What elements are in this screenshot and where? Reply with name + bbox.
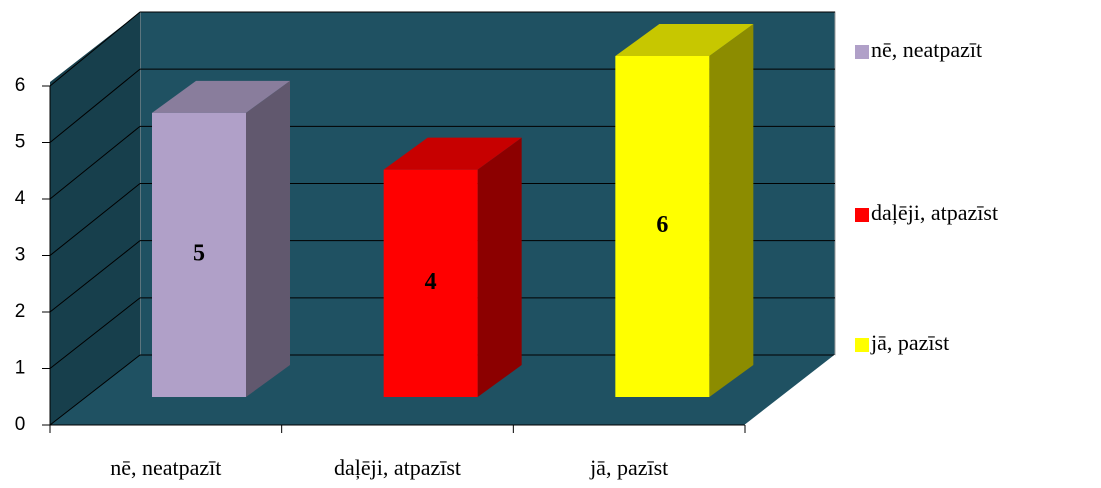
floor-edge — [744, 354, 836, 426]
bar-side — [709, 24, 754, 397]
grid-line — [49, 354, 141, 426]
x-tick-label: jā, pazīst — [589, 455, 668, 480]
legend-label: jā, pazīst — [870, 330, 949, 355]
grid-line — [49, 297, 141, 369]
grid-line — [49, 68, 141, 143]
bar-top — [383, 137, 522, 170]
bar-top — [152, 80, 290, 113]
bar-side — [246, 80, 290, 397]
legend-label: daļēji, atpazīst — [871, 200, 998, 225]
bar — [383, 169, 478, 397]
data-label: 5 — [193, 240, 205, 266]
bar-top — [615, 24, 754, 56]
y-tick-label: 5 — [15, 132, 26, 153]
grid-line — [49, 125, 141, 200]
y-tick-label: 2 — [15, 301, 26, 322]
data-label: 6 — [656, 212, 668, 238]
grid-line — [49, 240, 141, 313]
bar-side — [477, 137, 522, 397]
x-tick-label: daļēji, atpazīst — [334, 455, 461, 480]
side-wall — [50, 12, 140, 425]
bar — [152, 112, 246, 397]
legend-label: nē, neatpazīt — [871, 37, 982, 62]
y-tick-label: 1 — [15, 358, 26, 379]
y-tick-label: 6 — [15, 75, 26, 96]
legend-swatch — [855, 45, 869, 59]
data-label: 4 — [425, 269, 437, 295]
legend-swatch — [855, 208, 869, 222]
y-tick-label: 3 — [15, 245, 26, 266]
y-tick-label: 0 — [15, 414, 26, 435]
x-tick-label: nē, neatpazīt — [110, 455, 221, 480]
legend-swatch — [855, 338, 869, 352]
grid-line — [49, 183, 141, 256]
grid-line — [49, 11, 141, 87]
y-tick-label: 4 — [15, 188, 26, 209]
bar — [615, 56, 710, 397]
